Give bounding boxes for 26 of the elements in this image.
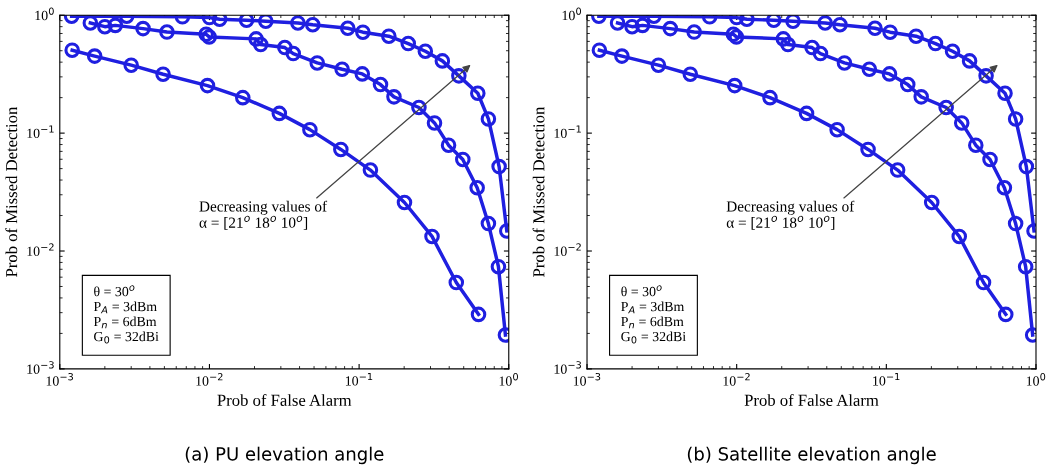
y-tick-label: 10$^{0}$ xyxy=(35,7,54,21)
y-tick-label: 10$^{−3}$ xyxy=(554,361,581,374)
x-tick-label: 10$^{−2}$ xyxy=(723,373,750,386)
text: θ = 30$^{o}$ P$_{A}$ = 3dBm P$_{n}$ = 6dBm G$_{0}$ = 32dBi xyxy=(93,285,159,344)
annotation: Decreasing values of α = [21$^{o}$ 18$^{o}$ 10$^{o}$] xyxy=(726,200,855,230)
y-tick-label: 10$^{−2}$ xyxy=(554,243,581,256)
text: (a) PU elevation angle xyxy=(185,446,384,465)
y-tick-label: 10$^{−1}$ xyxy=(27,125,54,138)
y-axis-title: Prob of Missed Detection xyxy=(5,106,18,277)
y-tick-label: 10$^{−3}$ xyxy=(27,361,54,374)
y-axis-title: Prob of Missed Detection xyxy=(532,106,545,277)
x-tick-label: 10$^{−1}$ xyxy=(873,373,900,386)
x-tick-label: 10$^{−3}$ xyxy=(573,373,601,386)
x-axis-title: Prob of False Alarm xyxy=(217,394,352,406)
y-tick-label: 10$^{0}$ xyxy=(562,7,582,21)
x-tick-label: 10$^{0}$ xyxy=(499,373,518,386)
y-tick-label: 10$^{−2}$ xyxy=(27,243,54,256)
text: (b) Satellite elevation angle xyxy=(687,446,936,465)
x-tick-label: 10$^{−3}$ xyxy=(46,373,73,386)
y-tick-label: 10$^{−1}$ xyxy=(554,125,581,138)
x-tick-label: 10$^{0}$ xyxy=(1026,373,1046,386)
x-tick-label: 10$^{−1}$ xyxy=(345,373,373,386)
annotation: Decreasing values of α = [21$^{o}$ 18$^{o}$ 10$^{o}$] xyxy=(199,200,328,230)
x-axis-title: Prob of False Alarm xyxy=(744,394,879,406)
text: θ = 30$^{o}$ P$_{A}$ = 3dBm P$_{n}$ = 6dBm G$_{0}$ = 32dBi xyxy=(621,285,686,344)
x-tick-label: 10$^{−2}$ xyxy=(196,373,223,386)
